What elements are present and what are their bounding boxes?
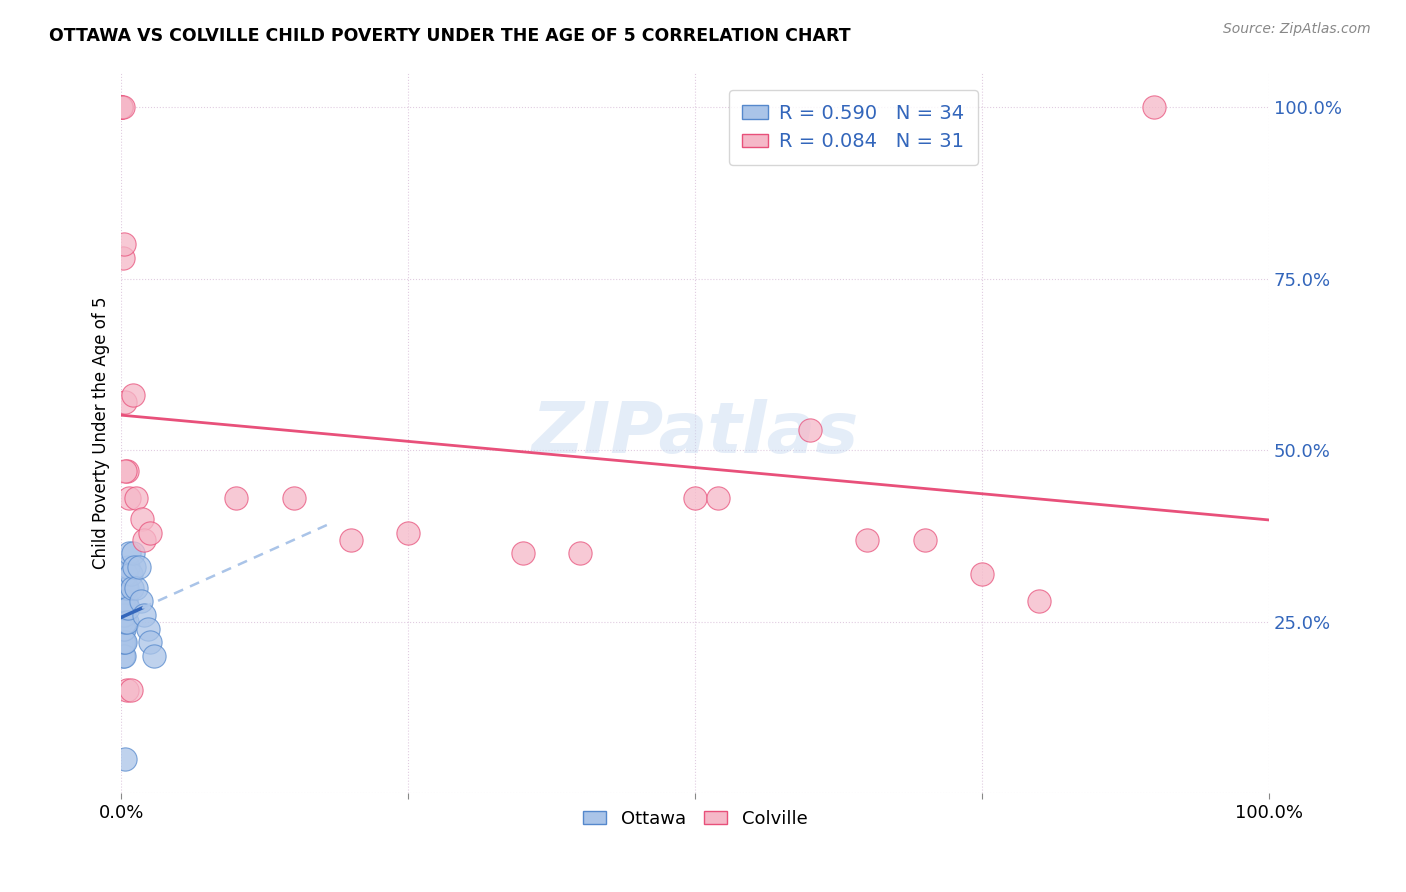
Point xyxy=(1143,100,1166,114)
Point xyxy=(115,566,138,581)
Point xyxy=(225,491,247,506)
Point xyxy=(683,491,706,506)
Point xyxy=(110,100,132,114)
Point xyxy=(115,594,138,608)
Text: Source: ZipAtlas.com: Source: ZipAtlas.com xyxy=(1223,22,1371,37)
Point xyxy=(139,525,162,540)
Point xyxy=(142,649,165,664)
Point xyxy=(340,533,363,547)
Point xyxy=(112,237,135,252)
Point xyxy=(128,560,150,574)
Point xyxy=(112,635,135,649)
Point xyxy=(111,622,134,636)
Point xyxy=(114,601,136,615)
Point xyxy=(112,607,135,622)
Point xyxy=(115,683,138,698)
Point xyxy=(122,546,145,560)
Point xyxy=(110,100,132,114)
Point xyxy=(110,615,132,629)
Point xyxy=(118,491,141,506)
Point xyxy=(111,649,134,664)
Point xyxy=(110,635,132,649)
Point xyxy=(396,525,419,540)
Point xyxy=(139,635,162,649)
Point xyxy=(283,491,305,506)
Point xyxy=(111,594,134,608)
Point xyxy=(856,533,879,547)
Point xyxy=(111,635,134,649)
Point xyxy=(118,546,141,560)
Point xyxy=(114,635,136,649)
Legend: Ottawa, Colville: Ottawa, Colville xyxy=(575,802,815,835)
Point xyxy=(122,388,145,402)
Point xyxy=(125,491,148,506)
Point xyxy=(112,622,135,636)
Point xyxy=(111,607,134,622)
Point xyxy=(110,100,132,114)
Point xyxy=(114,464,136,478)
Point xyxy=(970,566,993,581)
Point xyxy=(131,512,153,526)
Point xyxy=(117,560,139,574)
Point xyxy=(512,546,534,560)
Point xyxy=(120,683,142,698)
Point xyxy=(1028,594,1050,608)
Point xyxy=(569,546,592,560)
Point xyxy=(122,560,145,574)
Point xyxy=(117,601,139,615)
Point xyxy=(134,533,156,547)
Point xyxy=(799,423,821,437)
Point xyxy=(114,615,136,629)
Text: ZIPatlas: ZIPatlas xyxy=(531,399,859,467)
Point xyxy=(111,251,134,265)
Point xyxy=(136,622,159,636)
Point xyxy=(115,615,138,629)
Point xyxy=(129,594,152,608)
Point xyxy=(134,607,156,622)
Point xyxy=(120,566,142,581)
Point xyxy=(115,581,138,595)
Point xyxy=(114,395,136,409)
Point xyxy=(111,100,134,114)
Point xyxy=(115,464,138,478)
Point xyxy=(112,649,135,664)
Point xyxy=(114,752,136,766)
Text: OTTAWA VS COLVILLE CHILD POVERTY UNDER THE AGE OF 5 CORRELATION CHART: OTTAWA VS COLVILLE CHILD POVERTY UNDER T… xyxy=(49,27,851,45)
Point xyxy=(707,491,730,506)
Point xyxy=(115,581,138,595)
Y-axis label: Child Poverty Under the Age of 5: Child Poverty Under the Age of 5 xyxy=(93,297,110,569)
Point xyxy=(121,581,143,595)
Point xyxy=(914,533,936,547)
Point xyxy=(125,581,148,595)
